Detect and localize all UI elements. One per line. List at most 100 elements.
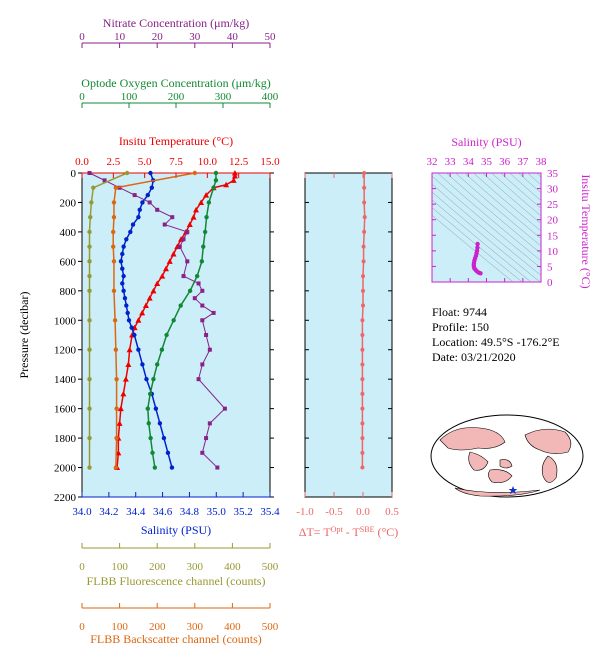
salinity-point <box>121 288 126 294</box>
salinity-tick-label: 34.0 <box>72 506 92 518</box>
profile-panel-background <box>81 172 271 498</box>
fluorescence-tick-label: 200 <box>149 561 166 573</box>
ts-salinity-tick-label: 38 <box>536 156 548 168</box>
backscatter-point <box>113 185 119 190</box>
temperature-point <box>150 287 157 294</box>
world-map-landmass <box>488 469 513 484</box>
nitrate-point <box>211 310 216 315</box>
delta-t-tick-label: 0.5 <box>385 506 399 518</box>
ts-density-isoline <box>432 199 532 282</box>
temperature-point <box>139 309 146 316</box>
temperature-point <box>135 317 142 323</box>
ts-density-isoline <box>482 173 541 224</box>
location-label: Location: 49.5°S -176.2°E <box>432 335 560 349</box>
temperature-point <box>126 346 133 353</box>
ts-density-isoline <box>509 173 541 201</box>
backscatter-series-line <box>112 172 195 468</box>
salinity-point <box>120 266 125 271</box>
nitrate-tick-label: 30 <box>189 31 201 43</box>
pressure-axis-label: Pressure (decibar) <box>17 292 31 379</box>
date-label: Date: 03/21/2020 <box>432 350 516 364</box>
salinity-point <box>130 222 136 227</box>
nitrate-point <box>102 178 107 183</box>
delta-t-point <box>361 288 365 293</box>
temperature-point <box>154 280 161 286</box>
nitrate-point <box>207 421 212 426</box>
nitrate-point <box>215 465 220 470</box>
pressure-tick-label: 0 <box>71 168 77 180</box>
delta-t-label-part: (°C) <box>374 525 398 539</box>
pressure-tick-label: 1400 <box>54 374 77 386</box>
temperature-point <box>190 214 197 220</box>
fluorescence-point <box>89 200 94 205</box>
delta-t-point <box>362 171 367 175</box>
world-map-outline <box>430 414 584 498</box>
ts-temperature-tick-label: 10 <box>547 246 559 258</box>
backscatter-point <box>111 200 117 205</box>
salinity-tick-label: 34.4 <box>126 506 146 518</box>
nitrate-point <box>196 377 201 382</box>
pressure-tick-label: 1600 <box>54 404 77 416</box>
nitrate-point <box>196 281 201 286</box>
nitrate-point <box>200 362 205 367</box>
ts-point <box>478 271 483 276</box>
nitrate-point <box>177 244 182 249</box>
delta-t-point <box>362 200 367 205</box>
ts-salinity-tick-label: 35 <box>481 156 493 168</box>
nitrate-point <box>200 303 205 308</box>
delta-t-point <box>361 274 365 279</box>
oxygen-point <box>199 259 205 264</box>
backscatter-point <box>192 170 197 176</box>
temperature-tick-label: 2.5 <box>106 156 120 168</box>
oxygen-point <box>178 303 183 308</box>
delta-t-point <box>360 465 365 470</box>
salinity-point <box>120 251 125 257</box>
temperature-point <box>125 361 132 367</box>
nitrate-point <box>207 347 212 352</box>
float-location-marker <box>508 486 518 494</box>
delta-t-label-part: - T <box>343 525 361 539</box>
salinity-point <box>136 214 141 220</box>
nitrate-point <box>185 259 190 264</box>
salinity-point <box>165 450 171 456</box>
nitrate-point <box>200 288 205 293</box>
temperature-point <box>170 251 177 257</box>
backscatter-point <box>111 214 117 220</box>
temperature-series-line <box>116 173 236 468</box>
pressure-tick-label: 400 <box>60 227 77 239</box>
delta-t-axis-label: ΔT= TOpt - TSBE (°C) <box>299 525 399 540</box>
salinity-point <box>157 421 163 426</box>
oxygen-point <box>151 376 156 382</box>
nitrate-point <box>192 296 197 301</box>
ts-salinity-tick-label: 33 <box>445 156 457 168</box>
ts-salinity-tick-label: 32 <box>427 156 438 168</box>
nitrate-tick-label: 10 <box>114 31 126 43</box>
backscatter-point <box>111 288 117 294</box>
temperature-point <box>120 390 127 397</box>
fluorescence-point <box>124 170 130 176</box>
oxygen-point <box>213 170 219 176</box>
oxygen-axis-label: Optode Oxygen Concentration (μm/kg) <box>81 76 270 90</box>
temperature-tick-label: 15.0 <box>260 156 280 168</box>
oxygen-point <box>147 391 153 397</box>
backscatter-point <box>112 318 118 323</box>
nitrate-point <box>162 222 167 227</box>
temperature-point <box>230 177 237 183</box>
nitrate-point <box>132 193 137 198</box>
profile-number-label: Profile: 150 <box>432 320 489 334</box>
oxygen-tick-label: 100 <box>121 91 138 103</box>
backscatter-tick-label: 0 <box>79 621 85 633</box>
oxygen-point <box>187 288 193 294</box>
delta-t-point <box>360 318 365 323</box>
nitrate-axis-label: Nitrate Concentration (μm/kg) <box>103 16 249 30</box>
salinity-point <box>136 347 141 352</box>
ts-density-isoline <box>437 173 541 262</box>
ts-density-isoline <box>518 173 541 194</box>
salinity-point <box>148 170 153 176</box>
temperature-point <box>146 295 153 301</box>
salinity-tick-label: 34.6 <box>153 506 173 518</box>
ts-density-isoline <box>473 173 541 232</box>
backscatter-point <box>111 244 116 249</box>
fluorescence-point <box>91 185 96 190</box>
oxygen-point <box>148 435 153 441</box>
